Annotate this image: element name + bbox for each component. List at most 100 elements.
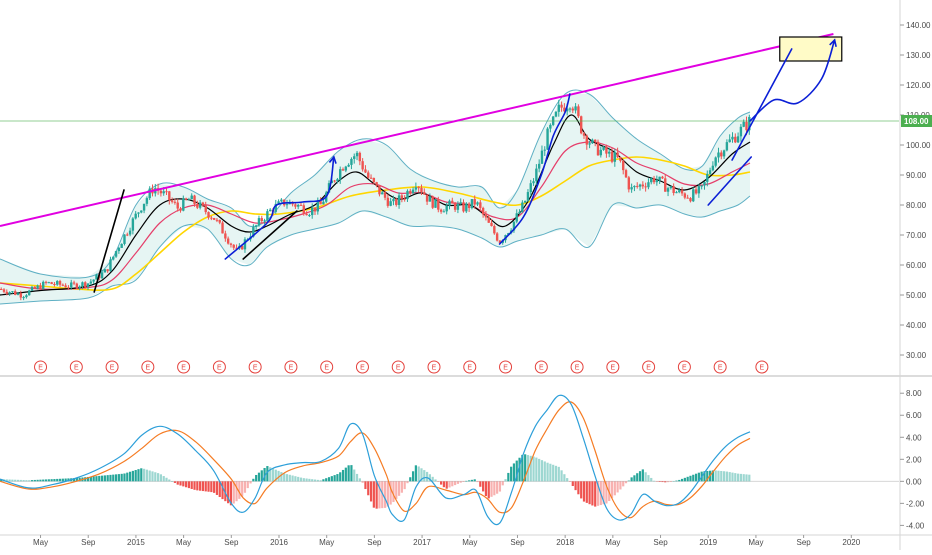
earnings-marker-icon[interactable] bbox=[534, 360, 548, 374]
candle-down bbox=[619, 157, 622, 163]
candle-body bbox=[126, 234, 129, 236]
drawn-annotation-line[interactable] bbox=[707, 156, 752, 206]
earnings-marker-icon[interactable] bbox=[284, 360, 298, 374]
earnings-marker-icon[interactable] bbox=[212, 360, 226, 374]
earnings-marker-icon[interactable] bbox=[69, 360, 83, 374]
drawn-annotation-line[interactable] bbox=[93, 189, 125, 293]
x-tick-label: 2018 bbox=[556, 538, 574, 547]
drawn-annotation-line[interactable] bbox=[731, 48, 793, 161]
candle-up bbox=[140, 210, 143, 214]
macd-histogram-bar-negative bbox=[182, 481, 185, 487]
candle-body bbox=[112, 256, 115, 260]
earnings-marker-icon[interactable] bbox=[355, 360, 369, 374]
macd-histogram-bar-positive bbox=[325, 478, 328, 482]
candle-up bbox=[655, 175, 659, 186]
macd-histogram-bar-negative bbox=[241, 481, 244, 497]
macd-histogram-bar-negative bbox=[661, 481, 664, 483]
macd-histogram-bar-positive bbox=[470, 479, 474, 482]
candle-body bbox=[187, 199, 191, 201]
candle-up bbox=[344, 165, 348, 173]
earnings-marker-icon[interactable] bbox=[427, 360, 441, 374]
macd-histogram-bar-negative bbox=[397, 481, 401, 496]
macd-histogram-bar-positive bbox=[263, 467, 266, 482]
macd-histogram-bar-negative bbox=[369, 481, 373, 502]
drawn-annotation-line[interactable] bbox=[242, 210, 298, 260]
earnings-marker-icon[interactable] bbox=[248, 360, 262, 374]
candle-body bbox=[425, 194, 429, 202]
earnings-marker-icon[interactable] bbox=[642, 360, 656, 374]
candle-down bbox=[221, 221, 224, 234]
earnings-marker-icon[interactable] bbox=[755, 360, 769, 374]
candle-up bbox=[70, 279, 73, 290]
candle-body bbox=[22, 297, 25, 299]
candle-body bbox=[235, 247, 238, 249]
macd-histogram-bar-negative bbox=[437, 481, 440, 482]
earnings-marker-icon[interactable] bbox=[105, 360, 119, 374]
candle-body bbox=[162, 191, 165, 194]
resistance-trendline[interactable] bbox=[0, 33, 834, 227]
candle-body bbox=[224, 233, 227, 239]
candle-up bbox=[142, 203, 146, 214]
macd-histogram-bar-positive bbox=[11, 479, 14, 482]
drawn-annotation-line[interactable] bbox=[498, 93, 571, 245]
candle-body bbox=[588, 143, 591, 145]
drawn-annotation-line[interactable] bbox=[749, 39, 836, 122]
earnings-marker-label: E bbox=[74, 365, 79, 372]
candle-up bbox=[613, 149, 617, 167]
earnings-marker-icon[interactable] bbox=[677, 360, 691, 374]
macd-histogram-bar-positive bbox=[168, 479, 171, 482]
macd-histogram-bar-positive bbox=[22, 480, 25, 482]
macd-histogram-bar-positive bbox=[552, 464, 555, 482]
candle-down bbox=[341, 167, 345, 171]
earnings-marker-icon[interactable] bbox=[141, 360, 155, 374]
candle-up bbox=[602, 145, 605, 151]
arrowhead-icon[interactable] bbox=[829, 38, 837, 48]
earnings-marker-icon[interactable] bbox=[320, 360, 334, 374]
earnings-marker-label: E bbox=[611, 365, 616, 372]
candle-body bbox=[299, 204, 303, 206]
drawn-annotations[interactable] bbox=[0, 33, 899, 293]
candle-body bbox=[285, 204, 289, 206]
candle-up bbox=[78, 285, 81, 291]
earnings-marker-icon[interactable] bbox=[177, 360, 191, 374]
earnings-marker-icon[interactable] bbox=[499, 360, 513, 374]
earnings-marker-label: E bbox=[718, 365, 723, 372]
x-tick-label: 2015 bbox=[127, 538, 145, 547]
earnings-marker-icon[interactable] bbox=[34, 360, 48, 374]
candle-body bbox=[655, 180, 659, 183]
candle-body bbox=[386, 197, 390, 206]
macd-histogram-bar-positive bbox=[72, 478, 76, 482]
earnings-marker-icon[interactable] bbox=[463, 360, 477, 374]
x-tick-label: Sep bbox=[81, 538, 96, 547]
macd-histogram-bar-negative bbox=[400, 481, 403, 493]
candle-body bbox=[476, 202, 479, 205]
candle-body bbox=[89, 281, 93, 284]
candle-body bbox=[28, 290, 31, 296]
earnings-marker-icon[interactable] bbox=[391, 360, 405, 374]
candle-body bbox=[644, 186, 647, 188]
candle-up bbox=[714, 156, 717, 168]
earnings-marker-icon[interactable] bbox=[713, 360, 727, 374]
candle-up bbox=[557, 99, 560, 117]
candle-body bbox=[736, 136, 740, 143]
arrowhead-icon[interactable] bbox=[328, 155, 337, 164]
candle-body bbox=[448, 200, 451, 206]
candle-body bbox=[260, 218, 263, 222]
candle-body bbox=[703, 181, 706, 186]
candle-body bbox=[403, 198, 406, 200]
earnings-marker-label: E bbox=[360, 365, 365, 372]
macd-histogram-bar-positive bbox=[311, 479, 314, 482]
macd-histogram-bar-positive bbox=[5, 479, 8, 482]
candle-up bbox=[128, 227, 132, 237]
earnings-marker-icon[interactable] bbox=[570, 360, 584, 374]
drawn-annotation-line[interactable] bbox=[224, 156, 335, 260]
earnings-marker-icon[interactable] bbox=[606, 360, 620, 374]
x-tick-label: Sep bbox=[510, 538, 525, 547]
candle-up bbox=[311, 203, 314, 219]
candle-up bbox=[700, 184, 703, 190]
candle-up bbox=[675, 190, 678, 194]
candle-body bbox=[117, 247, 121, 252]
candle-body bbox=[336, 179, 339, 182]
candle-down bbox=[72, 280, 76, 286]
